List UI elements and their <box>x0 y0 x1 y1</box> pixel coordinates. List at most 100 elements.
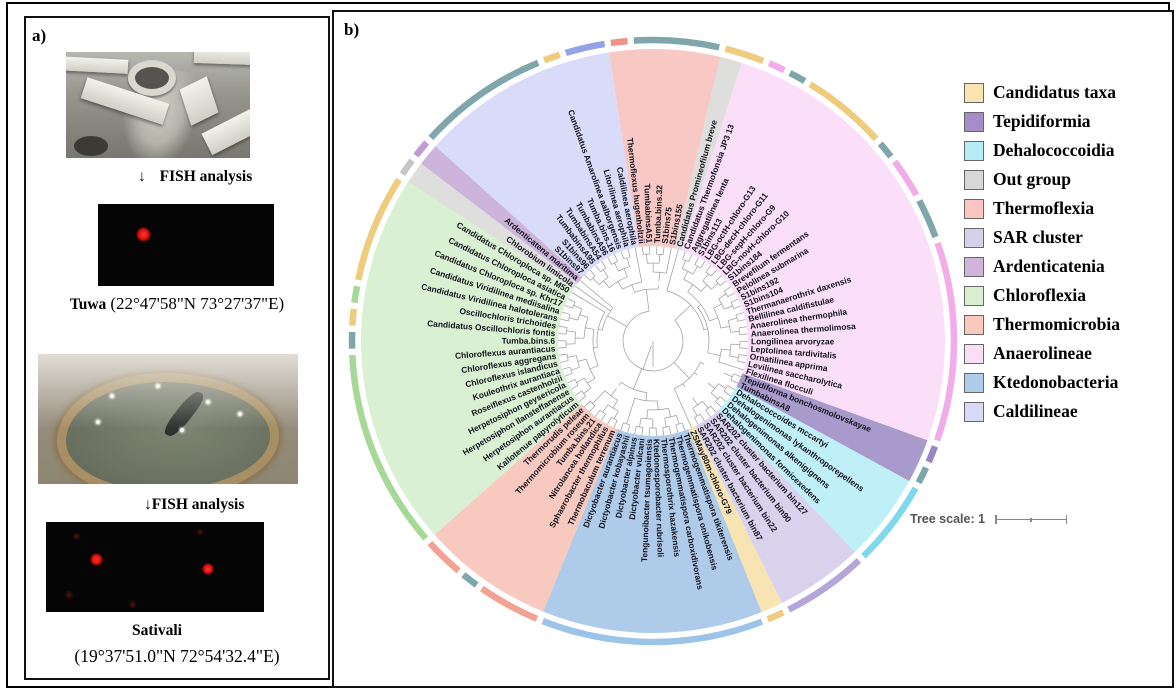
rim-arc <box>564 40 606 57</box>
rim-arc <box>349 354 429 541</box>
rim-arc <box>892 159 920 197</box>
faint-dot <box>64 590 74 600</box>
legend-label: Tepidiformia <box>993 111 1091 131</box>
fish-signal-dot <box>90 553 103 566</box>
legend-item: Out group <box>964 165 1120 194</box>
rim-arc <box>916 199 939 239</box>
wedge-anaerolineae <box>681 62 945 441</box>
faint-dot <box>196 528 204 536</box>
tuwa-fish-image <box>98 204 274 286</box>
legend-label: Anaerolineae <box>993 343 1092 363</box>
phylogenetic-tree: Candidatus Promineofilum breveCandidatus… <box>348 36 958 646</box>
wedge-out-group <box>408 163 578 290</box>
rim-arc <box>925 445 939 464</box>
legend-swatch <box>964 343 984 364</box>
legend-label: Chloroflexia <box>993 285 1087 305</box>
rim-arc <box>461 572 479 588</box>
panel-a-label: a) <box>32 26 47 45</box>
rim-arc <box>610 37 628 47</box>
legend-label: Thermoflexia <box>993 198 1095 218</box>
wedge-ktedonobacteria <box>543 429 762 633</box>
rim-arc <box>787 558 862 613</box>
bubble <box>156 384 160 388</box>
fish-analysis-label-1: ↓ FISH analysis <box>138 168 253 185</box>
legend-swatch <box>964 82 984 103</box>
tree-scale: Tree scale: 1 <box>910 512 1068 526</box>
legend-label: Ktedonobacteria <box>993 372 1119 392</box>
tree-legend: Candidatus taxa Tepidiformia Dehalococcoid… <box>964 78 1120 426</box>
tree-leaf-label: Longilinea arvoryzae <box>751 336 835 346</box>
legend-item: Anaerolineae <box>964 339 1120 368</box>
wedge-candidatus-taxa <box>688 426 782 613</box>
spring-vent <box>74 136 108 156</box>
legend-item: Ktedonobacteria <box>964 368 1120 397</box>
site-coordinates: (22°47'58"N 73°27'37"E) <box>110 294 285 313</box>
tuwa-hot-spring-photo <box>66 52 250 158</box>
tree-scale-bar <box>995 514 1068 524</box>
figure-frame: a) ↓ FISH analysis Tuwa (22°47'58"N 73°2… <box>6 2 1174 688</box>
legend-item: Thermoflexia <box>964 194 1120 223</box>
legend-swatch <box>964 256 984 277</box>
wedge-tepidiformia <box>736 373 928 482</box>
legend-swatch <box>964 314 984 335</box>
concrete-ring <box>128 60 176 96</box>
rim-arc <box>541 618 764 646</box>
panel-b-label: b) <box>344 20 360 39</box>
legend-swatch <box>964 372 984 393</box>
wedge-thermomicrobia <box>434 404 618 612</box>
rim-arc <box>915 466 930 485</box>
concrete-slab <box>193 52 250 66</box>
panel-a: a) ↓ FISH analysis Tuwa (22°47'58"N 73°2… <box>24 16 330 680</box>
steam-haze <box>38 354 298 430</box>
fish-analysis-label-2: ↓FISH analysis <box>144 496 245 513</box>
rim-arc <box>766 609 785 623</box>
legend-swatch <box>964 111 984 132</box>
tree-leaf-label: Tumba.bins.6 <box>502 336 556 346</box>
rim-arc <box>399 158 415 176</box>
legend-label: Out group <box>993 169 1071 189</box>
wedge-out-group <box>674 56 742 251</box>
legend-label: Thermomicrobia <box>993 314 1121 334</box>
legend-label: Caldilineae <box>993 401 1078 421</box>
concrete-slab <box>66 56 129 74</box>
sativali-fish-image <box>46 522 264 612</box>
bubble <box>180 428 184 432</box>
rim-arc <box>861 486 919 559</box>
rim-arc <box>724 45 765 64</box>
rim-arc <box>413 140 430 158</box>
bubble <box>110 394 114 398</box>
bubble <box>206 400 210 404</box>
wedge-chloroflexia <box>360 181 582 535</box>
legend-label: SAR cluster <box>993 227 1083 247</box>
bubble <box>96 420 100 424</box>
tree-leaf-label: S1bins75 <box>660 206 674 244</box>
down-arrow-icon: ↓ <box>138 168 146 185</box>
legend-item: Dehalococcoidia <box>964 136 1120 165</box>
legend-item: Thermomicrobia <box>964 310 1120 339</box>
tree-scale-label: Tree scale: 1 <box>910 512 986 526</box>
wedge-dehalococcoidia <box>718 386 910 552</box>
legend-swatch <box>964 285 984 306</box>
legend-item: Ardenticatenia <box>964 252 1120 281</box>
wedge-ardenticatenia <box>421 146 583 284</box>
legend-swatch <box>964 169 984 190</box>
legend-swatch <box>964 227 984 248</box>
rim-arc <box>479 585 539 622</box>
tree-leaf-label: Tumba.bins.32 <box>652 185 664 244</box>
rim-arc <box>427 540 461 574</box>
outer-rim <box>348 36 958 646</box>
sector-wedges <box>360 49 945 633</box>
rim-arc <box>349 308 357 326</box>
tree-leaf-label: TumbabinsA51 <box>642 184 654 244</box>
legend-label: Ardenticatenia <box>993 256 1105 276</box>
rim-arc <box>355 177 402 281</box>
sativali-name: Sativali <box>132 622 182 639</box>
rim-arc <box>542 51 561 64</box>
sativali-coordinates: (19°37'51.0"N 72°54'32.4"E) <box>74 646 280 666</box>
faint-dot <box>72 532 81 541</box>
fish-signal-dot <box>202 563 214 575</box>
dendrogram <box>557 246 749 436</box>
rim-arc <box>633 36 720 51</box>
rim-arc <box>788 70 807 84</box>
rim-arc <box>351 285 361 304</box>
